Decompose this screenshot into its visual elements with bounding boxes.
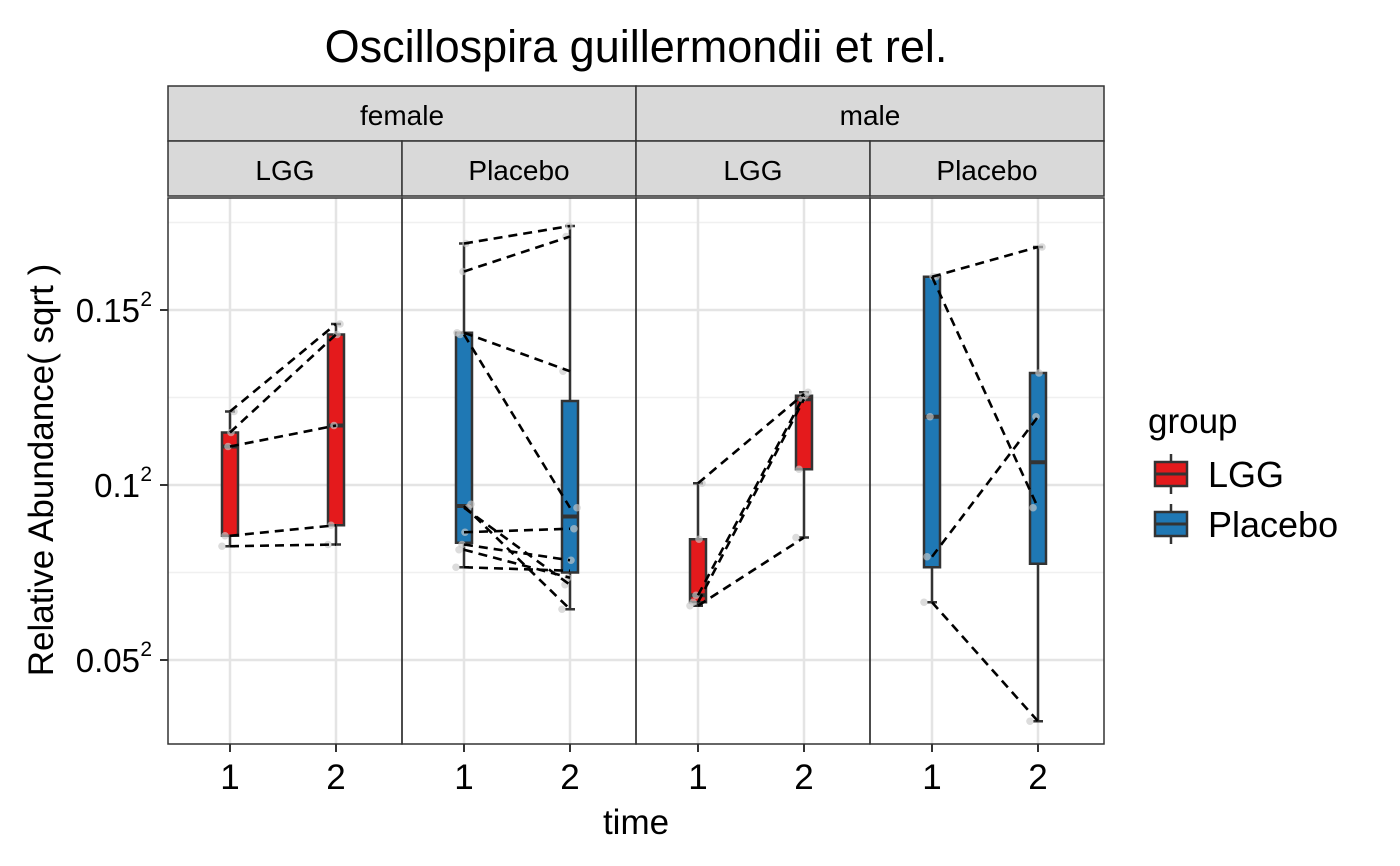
data-point (558, 605, 566, 614)
data-point (1032, 412, 1040, 421)
y-tick-label: 0.1 (94, 467, 140, 504)
data-point (920, 598, 928, 607)
paired-line (931, 245, 1039, 279)
paired-line (463, 224, 571, 245)
panel-background (870, 198, 1104, 744)
data-point (458, 540, 466, 549)
data-point (336, 320, 344, 328)
paired-line (463, 505, 571, 611)
x-tick-label: 1 (220, 758, 239, 797)
legend-title: group (1148, 402, 1238, 441)
paired-line (697, 536, 805, 607)
panel-female-lgg (218, 320, 346, 551)
paired-line (463, 565, 571, 573)
strip-label-placebo: Placebo (936, 155, 1037, 186)
x-tick-label: 1 (688, 758, 707, 797)
data-point (459, 267, 467, 276)
paired-line (463, 235, 571, 273)
y-tick-label: 0.15 (76, 292, 140, 329)
box (922, 275, 942, 569)
data-point (467, 500, 475, 509)
x-tick-label: 2 (794, 758, 813, 797)
y-tick-exponent: 2 (140, 463, 152, 486)
legend-label-lgg: LGG (1208, 454, 1284, 495)
strip-placebo (401, 140, 637, 197)
panel-male-lgg (686, 388, 814, 610)
box (560, 399, 580, 574)
paired-line (930, 276, 1040, 509)
paired-line (931, 601, 1039, 723)
data-point (327, 521, 335, 530)
x-tick-label: 2 (1028, 758, 1047, 797)
legend: LGG Placebo (1153, 454, 1338, 545)
paired-line (229, 424, 337, 448)
data-point (1038, 243, 1046, 251)
x-tick-label: 1 (454, 758, 473, 797)
y-tick-exponent: 2 (140, 638, 152, 661)
data-point (567, 556, 575, 565)
strip-lgg (167, 140, 403, 197)
data-point (1035, 369, 1043, 377)
paired-line (463, 543, 571, 562)
strip-label-lgg: LGG (255, 155, 314, 186)
box (326, 333, 346, 527)
data-point (923, 552, 931, 561)
paired-line (463, 331, 571, 373)
data-point (573, 503, 581, 512)
data-point (926, 412, 934, 421)
data-point (224, 442, 232, 451)
data-point (792, 533, 800, 542)
y-tick-exponent: 2 (140, 288, 152, 311)
data-point (689, 598, 697, 607)
strip-label-lgg: LGG (723, 155, 782, 186)
paired-line (229, 322, 337, 413)
panel-background (168, 198, 402, 744)
box (1028, 371, 1048, 565)
strip-male (635, 85, 1105, 142)
data-point (452, 563, 460, 572)
paired-line (229, 523, 337, 538)
paired-line (696, 398, 806, 603)
data-point (1029, 503, 1037, 512)
paired-line (229, 333, 337, 434)
data-point (795, 465, 803, 474)
data-point (1026, 717, 1034, 726)
x-tick-label: 2 (560, 758, 579, 797)
y-tick-label: 0.05 (76, 642, 140, 679)
data-point (456, 330, 464, 339)
paired-line (462, 333, 572, 509)
legend-label-placebo: Placebo (1208, 504, 1338, 545)
data-point (221, 531, 229, 540)
paired-line (697, 393, 805, 485)
paired-line (696, 395, 806, 596)
x-tick-label: 1 (922, 758, 941, 797)
paired-line (463, 527, 571, 534)
x-axis-title: time (603, 803, 669, 842)
data-point (570, 524, 578, 533)
strip-label-female: female (360, 100, 444, 131)
paired-line (463, 548, 571, 580)
chart-title: Oscillospira guillermondii et rel. (325, 21, 948, 72)
panel-border (869, 197, 1105, 745)
y-axis-title: Relative Abundance( sqrt ) (22, 264, 61, 676)
data-point (804, 388, 812, 397)
panel-background (636, 198, 870, 744)
x-tick-label: 2 (326, 758, 345, 797)
data-point (218, 542, 226, 551)
strip-label-placebo: Placebo (468, 155, 569, 186)
data-point (695, 535, 703, 544)
strip-lgg (635, 140, 871, 197)
strip-placebo (869, 140, 1105, 197)
panel-female-placebo (452, 222, 581, 614)
strip-label-male: male (840, 100, 901, 131)
panel-male-placebo (920, 243, 1048, 726)
panel-background (402, 198, 636, 744)
paired-line (229, 543, 337, 548)
